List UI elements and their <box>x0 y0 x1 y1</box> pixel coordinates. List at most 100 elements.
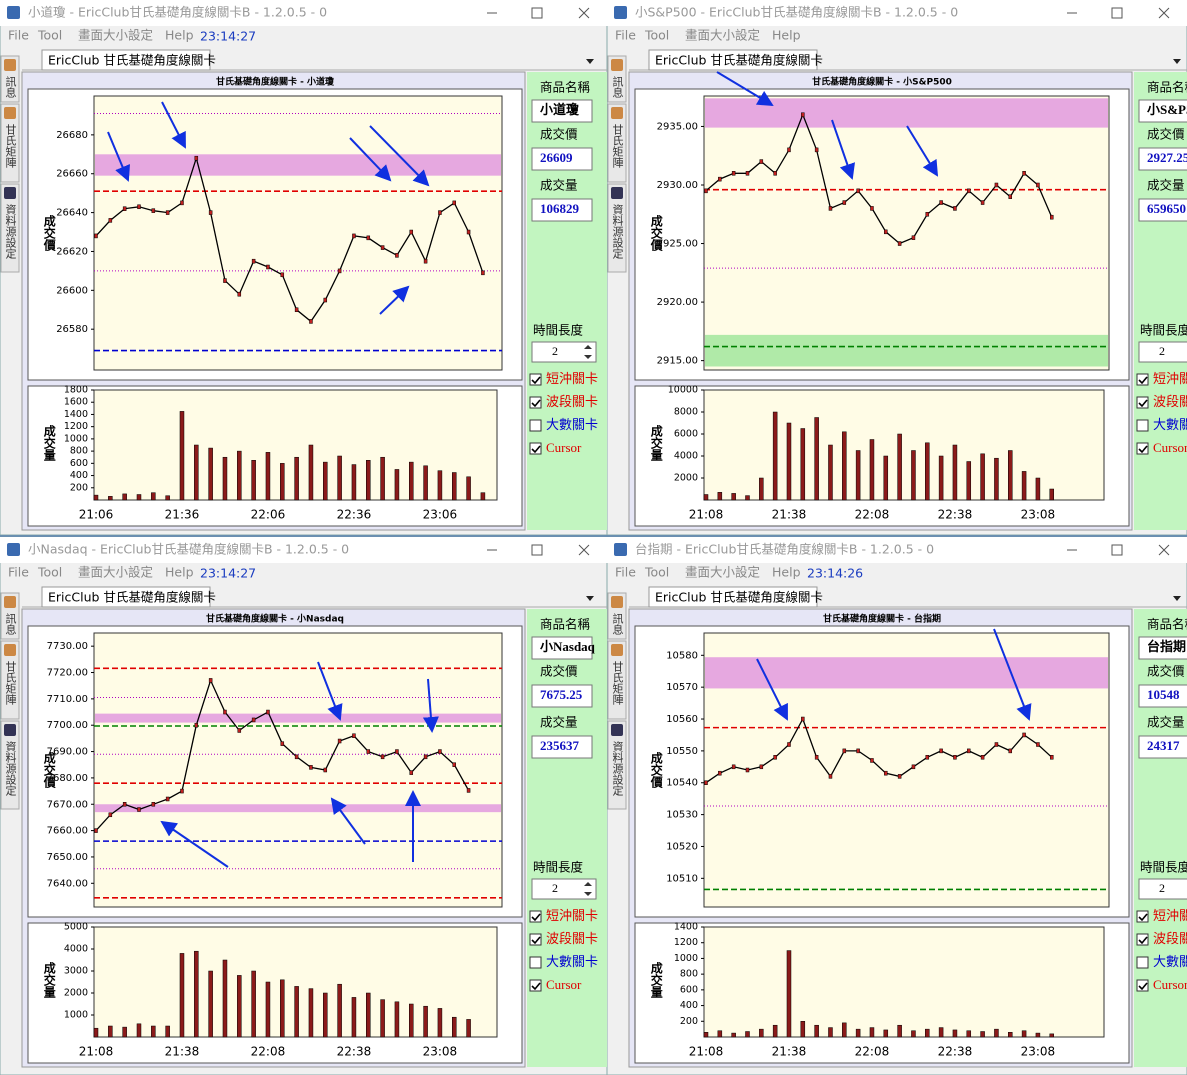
side-tab-label[interactable]: 訊息 <box>611 75 624 98</box>
side-tab[interactable] <box>0 183 20 273</box>
menu-item[interactable]: Tool <box>644 565 669 580</box>
checkbox[interactable] <box>1136 442 1149 455</box>
close-button[interactable] <box>578 7 590 19</box>
tab[interactable] <box>41 49 211 71</box>
checkbox[interactable] <box>1136 910 1149 923</box>
tab-dropdown[interactable] <box>586 596 594 601</box>
tab-dropdown[interactable] <box>1173 59 1181 64</box>
spinner[interactable] <box>531 341 597 363</box>
checkbox-label[interactable]: 短沖關卡 <box>1153 908 1187 923</box>
maximize-button[interactable] <box>1111 7 1123 19</box>
side-tab[interactable] <box>607 640 627 720</box>
side-tab-label[interactable]: 訊息 <box>4 75 17 98</box>
checkbox[interactable] <box>529 933 542 946</box>
checkbox-label[interactable]: 波段關卡 <box>546 394 598 409</box>
spinner-value[interactable]: 2 <box>552 344 558 358</box>
tab[interactable] <box>648 49 818 71</box>
menu-item[interactable]: 畫面大小設定 <box>78 565 153 580</box>
maximize-button[interactable] <box>531 544 543 556</box>
side-tab[interactable] <box>607 183 627 273</box>
checkbox-label[interactable]: 短沖關卡 <box>1153 371 1187 386</box>
checkbox-label[interactable]: 短沖關卡 <box>546 908 598 923</box>
side-tab-label[interactable]: 資料源設定 <box>611 741 624 797</box>
checkbox[interactable] <box>529 979 542 992</box>
menu-item[interactable]: 畫面大小設定 <box>685 28 760 43</box>
maximize-button[interactable] <box>531 7 543 19</box>
menu-item[interactable]: File <box>8 565 29 580</box>
spinner[interactable] <box>1138 341 1187 363</box>
menu-item[interactable]: Help <box>165 565 194 580</box>
side-tab-label[interactable]: 甘氏矩陣 <box>4 124 17 168</box>
menu-item[interactable]: Help <box>772 565 801 580</box>
checkbox[interactable] <box>1136 396 1149 409</box>
checkbox[interactable] <box>529 396 542 409</box>
checkbox-label[interactable]: 大數關卡 <box>1153 417 1187 432</box>
side-tab[interactable] <box>0 103 20 183</box>
side-tab[interactable] <box>607 720 627 810</box>
checkbox[interactable] <box>1136 956 1149 969</box>
side-tab-label[interactable]: 訊息 <box>4 612 17 635</box>
checkbox-label[interactable]: Cursor <box>1153 440 1187 455</box>
checkbox-label[interactable]: 大數關卡 <box>1153 954 1187 969</box>
side-tab-label[interactable]: 訊息 <box>611 612 624 635</box>
side-tab-label[interactable]: 甘氏矩陣 <box>611 124 624 168</box>
menu-item[interactable]: 畫面大小設定 <box>78 28 153 43</box>
spinner-arrows[interactable] <box>584 882 592 896</box>
menu-item[interactable]: 畫面大小設定 <box>685 565 760 580</box>
side-tab-label[interactable]: 甘氏矩陣 <box>611 661 624 705</box>
tab[interactable] <box>648 586 818 608</box>
checkbox[interactable] <box>1136 979 1149 992</box>
side-tab[interactable] <box>607 103 627 183</box>
side-tab-label[interactable]: 資料源設定 <box>4 204 17 260</box>
menu-item[interactable]: File <box>8 28 29 43</box>
spinner-value[interactable]: 2 <box>1159 881 1165 895</box>
tab-label[interactable]: EricClub 甘氏基礎角度線關卡 <box>48 590 216 605</box>
checkbox-label[interactable]: Cursor <box>546 977 582 992</box>
menu-item[interactable]: File <box>615 28 636 43</box>
maximize-button[interactable] <box>1111 544 1123 556</box>
side-tab-label[interactable]: 資料源設定 <box>611 204 624 260</box>
checkbox[interactable] <box>529 910 542 923</box>
checkbox[interactable] <box>529 419 542 432</box>
tab-label[interactable]: EricClub 甘氏基礎角度線關卡 <box>655 53 823 68</box>
side-tab-label[interactable]: 資料源設定 <box>4 741 17 797</box>
price-candle <box>704 188 708 194</box>
menu-item[interactable]: Tool <box>644 28 669 43</box>
y-tick-label: 2925.00 <box>657 239 698 250</box>
tab-label[interactable]: EricClub 甘氏基礎角度線關卡 <box>655 590 823 605</box>
spinner-value[interactable]: 2 <box>1159 344 1165 358</box>
tab[interactable] <box>41 586 211 608</box>
checkbox-label[interactable]: 波段關卡 <box>1153 394 1187 409</box>
checkbox-label[interactable]: 短沖關卡 <box>546 371 598 386</box>
menu-item[interactable]: Help <box>165 28 194 43</box>
menu-item[interactable]: Help <box>772 28 801 43</box>
checkbox[interactable] <box>529 442 542 455</box>
side-tab[interactable] <box>0 720 20 810</box>
close-button[interactable] <box>1158 544 1170 556</box>
spinner-value[interactable]: 2 <box>552 881 558 895</box>
spinner[interactable] <box>531 878 597 900</box>
side-tab-label[interactable]: 甘氏矩陣 <box>4 661 17 705</box>
tab-label[interactable]: EricClub 甘氏基礎角度線關卡 <box>48 53 216 68</box>
checkbox[interactable] <box>1136 419 1149 432</box>
close-button[interactable] <box>578 544 590 556</box>
checkbox-label[interactable]: Cursor <box>1153 977 1187 992</box>
tab-dropdown[interactable] <box>1173 596 1181 601</box>
menu-item[interactable]: Tool <box>37 28 62 43</box>
spinner[interactable] <box>1138 878 1187 900</box>
checkbox[interactable] <box>529 956 542 969</box>
menu-item[interactable]: Tool <box>37 565 62 580</box>
checkbox-label[interactable]: 大數關卡 <box>546 954 598 969</box>
checkbox[interactable] <box>1136 933 1149 946</box>
menu-item[interactable]: File <box>615 565 636 580</box>
checkbox-label[interactable]: 波段關卡 <box>1153 931 1187 946</box>
close-button[interactable] <box>1158 7 1170 19</box>
tab-dropdown[interactable] <box>586 59 594 64</box>
checkbox[interactable] <box>1136 373 1149 386</box>
checkbox[interactable] <box>529 373 542 386</box>
checkbox-label[interactable]: 波段關卡 <box>546 931 598 946</box>
spinner-arrows[interactable] <box>584 345 592 359</box>
checkbox-label[interactable]: 大數關卡 <box>546 417 598 432</box>
side-tab[interactable] <box>0 640 20 720</box>
checkbox-label[interactable]: Cursor <box>546 440 582 455</box>
